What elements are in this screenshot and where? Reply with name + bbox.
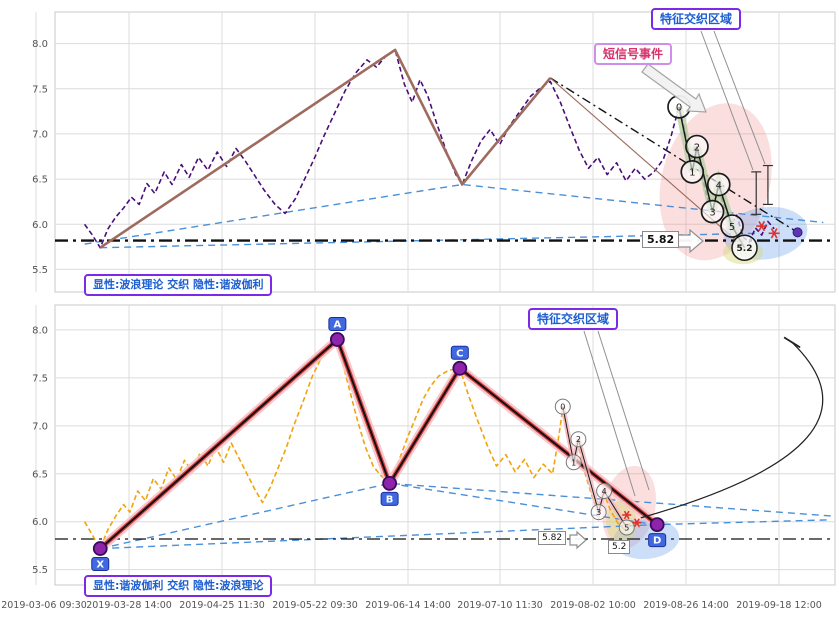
sweep-arc-tick xyxy=(783,336,801,349)
wave-point-number: 3 xyxy=(709,207,715,218)
wave-point-circle[interactable] xyxy=(590,504,607,521)
signal-asterisk-icon xyxy=(633,518,640,527)
leader-line xyxy=(700,30,754,171)
y-axis-tick-label: 8.0 xyxy=(32,39,48,50)
pattern-point-X[interactable] xyxy=(92,541,108,556)
target-price-tag: 5.2 xyxy=(608,540,631,554)
x-axis-tick-label: 2019-03-06 09:30 xyxy=(1,600,87,611)
wave-point-circle[interactable] xyxy=(554,398,571,415)
y-axis-tick-label: 8.0 xyxy=(32,325,48,336)
y-axis-tick-label: 7.0 xyxy=(32,421,48,432)
wave-point-circle[interactable] xyxy=(720,214,744,238)
wave-point-number: 2 xyxy=(576,435,581,444)
wave-point-circle[interactable] xyxy=(618,519,635,536)
wave-point-number: 0 xyxy=(560,403,565,412)
x-axis-tick-label: 2019-07-10 11:30 xyxy=(457,600,543,611)
feature-zone-label-top[interactable]: 特征交织区域 xyxy=(651,8,742,30)
price-tag-arrow-icon xyxy=(569,530,587,550)
wave-point-number: 3 xyxy=(596,508,601,517)
y-axis-tick-label: 6.5 xyxy=(32,469,48,480)
leader-line xyxy=(713,30,766,165)
reference-price-tag-bottom: 5.82 xyxy=(538,531,567,545)
pattern-label-text: D xyxy=(653,536,661,547)
wave-point-number: 4 xyxy=(602,487,607,496)
wave-point-circle[interactable] xyxy=(700,199,725,224)
y-axis-tick-label: 5.5 xyxy=(32,265,48,276)
plot-border xyxy=(54,304,836,586)
y-axis-tick-label: 6.5 xyxy=(32,175,48,186)
wave-point-number: 5 xyxy=(624,523,629,532)
wave-terminal-circle[interactable] xyxy=(731,234,758,261)
signal-asterisk-icon xyxy=(770,228,778,239)
wave-point-number: 1 xyxy=(689,168,695,179)
pattern-point-D[interactable] xyxy=(649,517,665,532)
projection-end-dot[interactable] xyxy=(792,227,803,238)
pattern-point-A[interactable] xyxy=(329,332,345,347)
y-axis-tick-label: 7.0 xyxy=(32,129,48,140)
plot-border xyxy=(54,11,836,293)
y-axis-tick-label: 6.0 xyxy=(32,220,48,231)
x-axis-tick-label: 2019-05-22 09:30 xyxy=(272,600,358,611)
y-axis-tick-label: 7.5 xyxy=(32,373,48,384)
pattern-label-chip[interactable] xyxy=(648,533,667,548)
wave-point-circle[interactable] xyxy=(565,454,582,471)
x-axis-tick-label: 2019-06-14 14:00 xyxy=(365,600,451,611)
pattern-label-chip[interactable] xyxy=(380,491,399,506)
signal-asterisk-icon xyxy=(758,220,766,232)
pattern-label-text: X xyxy=(96,560,104,571)
leader-line xyxy=(583,330,636,497)
y-axis-tick-label: 7.5 xyxy=(32,84,48,95)
wave-terminal-label: 5.2 xyxy=(737,244,753,254)
wave-point-number: 2 xyxy=(694,142,700,153)
pattern-label-text: C xyxy=(456,348,463,359)
y-axis-tick-label: 5.5 xyxy=(32,565,48,576)
x-axis-tick-label: 2019-03-28 14:00 xyxy=(86,600,172,611)
signal-arrow-icon xyxy=(641,63,707,113)
signal-asterisk-icon xyxy=(623,510,630,520)
wave-point-number: 5 xyxy=(729,222,735,233)
wave-point-number: 0 xyxy=(676,103,682,114)
legend-label-bottom[interactable]: 显性:谐波伽利 交织 隐性:波浪理论 xyxy=(84,575,273,597)
sweep-arc[interactable] xyxy=(640,341,824,519)
x-axis-tick-label: 2019-08-02 10:00 xyxy=(550,600,636,611)
panel-bottom[interactable]: 8.0 7.5 7.0 6.5 6.0 5.5 X A B C D 0 1 2 3 4 5 xyxy=(32,304,836,586)
elliott-trend-line[interactable] xyxy=(99,48,552,249)
wave-point-circle[interactable] xyxy=(706,172,731,197)
feature-zone-label-bottom[interactable]: 特征交织区域 xyxy=(528,308,619,330)
pattern-point-C[interactable] xyxy=(452,360,468,376)
wave-point-number: 4 xyxy=(716,180,722,191)
wave-point-circle[interactable] xyxy=(685,134,709,159)
pattern-label-chip[interactable] xyxy=(91,557,110,572)
wave-point-circle[interactable] xyxy=(596,483,613,500)
panel-top[interactable]: 8.0 7.5 7.0 6.5 6.0 5.5 0 1 2 3 4 5 5.2 xyxy=(32,11,836,293)
wave-point-circle[interactable] xyxy=(680,160,705,184)
x-axis-tick-label: 2019-04-25 11:30 xyxy=(179,600,265,611)
pattern-point-B[interactable] xyxy=(382,475,398,491)
legend-label-top[interactable]: 显性:波浪理论 交织 隐性:谐波伽利 xyxy=(84,274,273,296)
leader-line xyxy=(597,330,650,491)
x-axis-tick-label: 2019-08-26 14:00 xyxy=(643,600,729,611)
pattern-label-chip[interactable] xyxy=(328,317,347,332)
price-tag-arrow-icon xyxy=(677,228,704,254)
pattern-label-chip[interactable] xyxy=(450,345,469,360)
wave-point-circle[interactable] xyxy=(570,431,587,448)
x-axis-tick-label: 2019-09-18 12:00 xyxy=(736,600,822,611)
short-signal-label[interactable]: 短信号事件 xyxy=(594,43,673,65)
pattern-label-text: A xyxy=(333,320,341,331)
reference-price-tag-top: 5.82 xyxy=(642,231,680,248)
wave-point-number: 1 xyxy=(571,458,576,467)
pattern-label-text: B xyxy=(386,494,394,505)
y-axis-tick-label: 6.0 xyxy=(32,517,48,528)
